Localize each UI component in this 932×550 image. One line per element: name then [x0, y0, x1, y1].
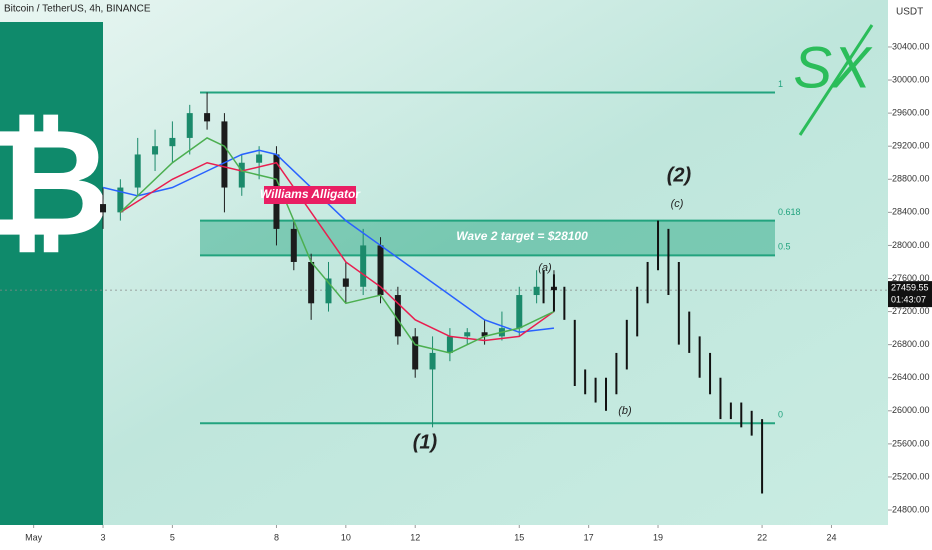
candle-body [325, 278, 332, 304]
x-tick-label: 3 [101, 532, 106, 542]
y-tick-label: 25600.00 [892, 438, 930, 448]
y-tick-label: 28000.00 [892, 240, 930, 250]
chart-title: Bitcoin / TetherUS, 4h, BINANCE [4, 4, 151, 15]
candle-body [204, 113, 211, 122]
fib-label: 1 [778, 79, 783, 89]
y-tick-label: 29600.00 [892, 107, 930, 117]
candle-body [186, 113, 193, 138]
marks: 1 0.618 0.5 0 [0, 79, 888, 494]
x-tick-label: 22 [757, 532, 767, 542]
annotation: (a) [538, 262, 552, 274]
candle-body [256, 154, 263, 163]
y-tick-label: 26000.00 [892, 405, 930, 415]
x-tick-label: 15 [514, 532, 524, 542]
price-tag-value: 27459.55 [891, 282, 929, 292]
candle-body [377, 245, 384, 296]
y-tick-label: 25200.00 [892, 471, 930, 481]
fib-label: 0.618 [778, 207, 801, 217]
candle-body [446, 336, 453, 353]
candle-body [290, 228, 297, 262]
unit-label: USDT [896, 7, 923, 18]
brand-logo: SX [793, 35, 873, 100]
x-tick-label: 10 [341, 532, 351, 542]
y-tick-label: 28400.00 [892, 207, 930, 217]
candle-body [308, 261, 315, 304]
plot-background [0, 0, 888, 525]
candle-body [533, 286, 540, 296]
annotation: Williams Alligator [260, 187, 361, 201]
time-axis [0, 525, 888, 550]
y-tick-label: 26400.00 [892, 372, 930, 382]
candle-body [412, 336, 419, 370]
logo-panel [0, 22, 103, 525]
brand-slash [798, 24, 874, 136]
x-tick-label: May [25, 532, 43, 542]
x-tick-label: 8 [274, 532, 279, 542]
candle-body [221, 121, 228, 188]
y-tick-label: 27200.00 [892, 306, 930, 316]
candle-body [100, 204, 107, 213]
annotation: (c) [671, 198, 684, 210]
candle-body [238, 162, 245, 188]
y-tick-label: 26800.00 [892, 339, 930, 349]
candle-body [360, 245, 367, 287]
candle-body [429, 352, 436, 370]
x-tick-label: 19 [653, 532, 663, 542]
fib-label: 0.5 [778, 242, 791, 252]
candle-body [481, 332, 488, 337]
alligator-line [119, 161, 555, 342]
price-axis [888, 0, 932, 550]
annotation: (b) [618, 405, 632, 417]
fib-label: 0 [778, 410, 783, 420]
candle-body [134, 154, 141, 188]
x-tick-label: 24 [826, 532, 836, 542]
annotation: (1) [413, 431, 438, 453]
price-tag [888, 281, 932, 308]
candle-body [394, 295, 401, 337]
y-tick-label: 29200.00 [892, 141, 930, 151]
candle-body [169, 137, 176, 147]
y-tick-label: 30400.00 [892, 41, 930, 51]
candle-body [342, 278, 349, 287]
price-tag-countdown: 01:43:07 [891, 294, 926, 304]
alligator-line [119, 137, 555, 354]
y-tick-label: 27600.00 [892, 273, 930, 283]
candle-body [516, 295, 523, 329]
annotation-box [264, 186, 356, 204]
y-tick-label: 28800.00 [892, 174, 930, 184]
annotation: Wave 2 target = $28100 [456, 229, 588, 243]
y-tick-label: 30000.00 [892, 74, 930, 84]
candle-body [464, 332, 471, 337]
candle-body [117, 187, 124, 213]
candle-body [152, 146, 159, 155]
bitcoin-icon: ₿ [0, 99, 111, 267]
x-tick-label: 17 [584, 532, 594, 542]
x-tick-label: 5 [170, 532, 175, 542]
y-tick-label: 24800.00 [892, 504, 930, 514]
x-tick-label: 12 [410, 532, 420, 542]
annotation: (2) [667, 164, 692, 186]
